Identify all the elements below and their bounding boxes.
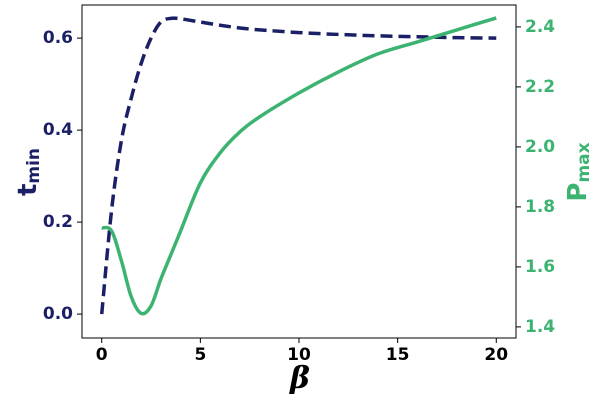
x-tick-label: 5	[194, 345, 206, 365]
y2-tick-label: 1.6	[525, 257, 555, 277]
y-axis-label: tmin	[13, 148, 45, 196]
y2-tick-label: 1.4	[525, 317, 555, 337]
plot-frame	[81, 4, 517, 339]
x-axis-label: β	[289, 361, 310, 396]
y-tick-label: 0.6	[43, 28, 73, 48]
y2-axis-label: Pmax	[563, 142, 595, 201]
y2-tick-label: 1.8	[525, 197, 555, 217]
series-line	[99, 16, 497, 315]
y2-label-sub: max	[574, 142, 594, 182]
y2-tick-label: 2.0	[525, 137, 555, 157]
y2-tick-label: 2.2	[525, 77, 555, 97]
y2-tick-label: 2.4	[525, 17, 555, 37]
y-label-main: t	[13, 184, 43, 196]
y-tick-label: 0.2	[43, 212, 73, 232]
x-tick-label: 10	[287, 345, 311, 365]
y-label-sub: min	[24, 148, 44, 184]
x-tick-label: 0	[96, 345, 108, 365]
y2-label-main: P	[563, 183, 593, 202]
y-tick-label: 0.0	[43, 304, 73, 324]
y-tick-label: 0.4	[43, 120, 73, 140]
x-tick-label: 20	[484, 345, 508, 365]
series-line	[101, 16, 497, 316]
x-tick-label: 15	[386, 345, 410, 365]
